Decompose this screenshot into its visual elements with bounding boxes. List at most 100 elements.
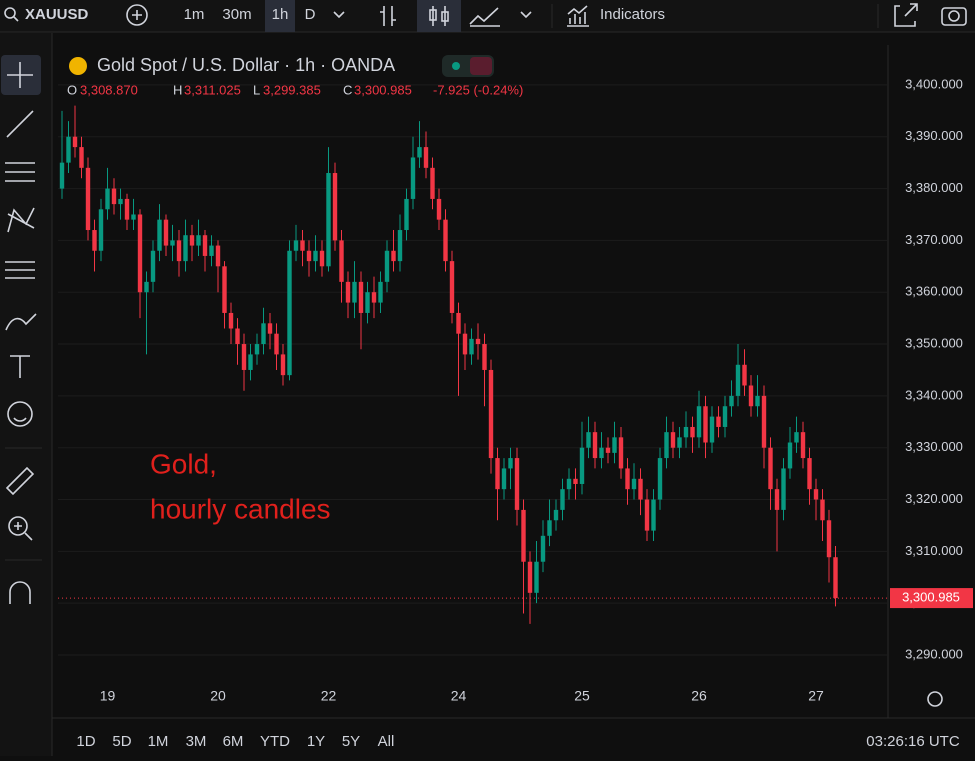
- candle-body: [729, 395, 734, 407]
- range-button[interactable]: 5D: [112, 733, 131, 750]
- candle-body: [664, 432, 669, 459]
- bar-style-icon[interactable]: [380, 6, 396, 26]
- candle-body: [306, 250, 312, 262]
- range-button[interactable]: 1D: [76, 733, 95, 750]
- y-tick-label: 3,330.000: [905, 439, 963, 454]
- y-tick-label: 3,360.000: [905, 284, 963, 299]
- indicators-icon[interactable]: [567, 5, 589, 27]
- range-button[interactable]: 5Y: [342, 733, 360, 750]
- brush-tool[interactable]: [5, 313, 37, 331]
- candle-icon: [441, 11, 449, 22]
- x-tick-label: 26: [691, 688, 707, 704]
- candle-body: [202, 235, 208, 256]
- ohlc-value: 3,299.385: [263, 82, 321, 97]
- interval[interactable]: 30m: [222, 6, 251, 23]
- zoom-tool[interactable]: [8, 516, 28, 536]
- candle-body: [254, 344, 260, 355]
- candle-body: [508, 458, 513, 469]
- candle-body: [482, 344, 487, 370]
- candle-body: [79, 147, 84, 168]
- candle-body: [579, 447, 585, 484]
- candle-body: [358, 281, 364, 313]
- range-button[interactable]: 3M: [186, 733, 207, 750]
- candle-body: [566, 478, 572, 490]
- pattern-tool[interactable]: [7, 207, 35, 233]
- search-icon[interactable]: [4, 7, 16, 19]
- candle-body: [527, 561, 533, 593]
- candle-body: [573, 478, 578, 484]
- candle-body: [488, 369, 494, 459]
- magnet-tool[interactable]: [9, 581, 31, 604]
- range-button[interactable]: YTD: [260, 733, 290, 750]
- candle-body: [137, 214, 143, 293]
- candle-body: [781, 468, 786, 510]
- candle-body: [495, 458, 500, 490]
- y-tick-label: 3,390.000: [905, 128, 963, 143]
- dropdown[interactable]: [333, 11, 345, 19]
- candle-body: [586, 432, 591, 448]
- candle-body: [215, 245, 221, 267]
- settings-icon[interactable]: [927, 691, 943, 707]
- x-tick-label: 22: [321, 688, 337, 704]
- add-symbol[interactable]: [126, 4, 148, 26]
- y-tick-label: 3,370.000: [905, 232, 963, 247]
- y-tick-label: 3,380.000: [905, 180, 963, 195]
- candle-body: [222, 266, 227, 313]
- candle-body: [657, 458, 663, 500]
- candle-body: [456, 312, 461, 334]
- plot: 3,290.0003,300.0003,310.0003,320.0003,33…: [58, 76, 973, 704]
- candle-body: [696, 406, 702, 438]
- last-price-tag: [890, 588, 973, 609]
- ruler-tool[interactable]: [5, 466, 35, 496]
- candle-body: [800, 432, 806, 459]
- popout-icon[interactable]: [894, 3, 918, 27]
- candle-body: [92, 230, 97, 251]
- crosshair-tool[interactable]: [7, 62, 33, 88]
- gold-icon: [69, 57, 87, 75]
- candle-body: [267, 323, 273, 334]
- annotation: Gold,: [150, 448, 217, 479]
- candle-body: [833, 557, 838, 599]
- range-button[interactable]: 6M: [223, 733, 244, 750]
- candle-body: [742, 364, 747, 386]
- clock: 03:26:16 UTC: [866, 733, 960, 750]
- candle-body: [248, 354, 253, 370]
- text-tool[interactable]: [10, 355, 30, 378]
- screenshot-icon[interactable]: [941, 7, 967, 26]
- add-symbol-icon: [132, 10, 142, 20]
- interval[interactable]: 1h: [272, 6, 289, 23]
- candle-body: [638, 478, 643, 500]
- candle-body: [631, 478, 637, 490]
- range-button[interactable]: 1M: [148, 733, 169, 750]
- dropdown[interactable]: [520, 11, 532, 19]
- fib-tool[interactable]: [5, 162, 35, 182]
- area-icon[interactable]: [469, 7, 500, 27]
- candle-body: [293, 240, 299, 251]
- range-button[interactable]: 1Y: [307, 733, 325, 750]
- candle-body: [774, 489, 780, 510]
- trend-line-tool[interactable]: [6, 110, 34, 138]
- candle-body: [176, 240, 182, 262]
- candle-body: [521, 509, 526, 562]
- interval[interactable]: 1m: [184, 6, 205, 23]
- emoji-tool[interactable]: [7, 401, 33, 427]
- candle-body: [761, 395, 767, 448]
- x-tick-label: 19: [100, 688, 116, 704]
- candle-body: [625, 468, 630, 490]
- y-tick-label: 3,320.000: [905, 491, 963, 506]
- candle-body: [352, 281, 357, 303]
- indicators-button[interactable]: Indicators: [600, 6, 665, 23]
- x-tick-label: 27: [808, 688, 824, 704]
- candle-body: [391, 250, 396, 262]
- projection-tool[interactable]: [5, 261, 35, 279]
- candle-body: [462, 333, 468, 355]
- candle-body: [599, 447, 604, 459]
- candle-body: [150, 250, 156, 282]
- candle-body: [280, 354, 286, 376]
- candle-body: [748, 385, 754, 407]
- interval[interactable]: D: [305, 6, 316, 23]
- candle-body: [807, 458, 812, 490]
- symbol[interactable]: XAUUSD: [25, 6, 89, 23]
- range-button[interactable]: All: [378, 733, 395, 750]
